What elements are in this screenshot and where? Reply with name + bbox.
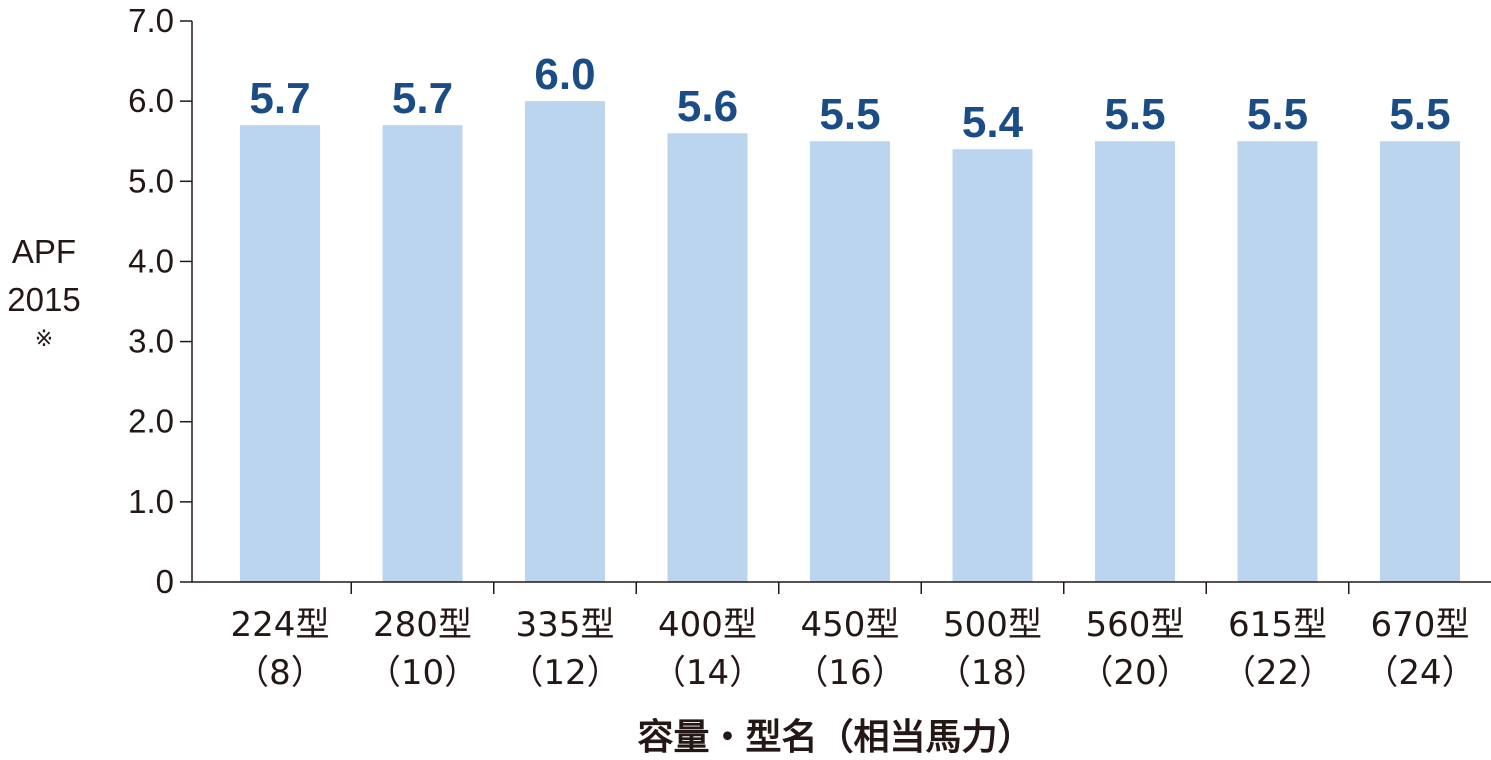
bar [810, 141, 890, 582]
data-label: 5.5 [1389, 90, 1450, 139]
x-tick-label-model: 280型 [373, 605, 472, 645]
y-tick-label: 4.0 [128, 242, 174, 279]
y-tick-label: 1.0 [128, 483, 174, 520]
x-tick-label-model: 400型 [658, 605, 757, 645]
bar [240, 125, 320, 582]
bars-group [240, 101, 1460, 583]
bar [525, 101, 605, 583]
y-axis: 0 1.0 2.0 3.0 4.0 5.0 6.0 7.0 [128, 2, 193, 600]
x-tick-label-model: 560型 [1086, 605, 1185, 645]
y-axis-label-line-1: APF [11, 233, 77, 270]
x-tick-label-horsepower: （12） [509, 653, 620, 693]
category-labels-group: 224型 （8） 280型 （10） 335型 （12） 400型 （14） 450型 （16） 5… [231, 605, 1476, 693]
data-label: 6.0 [534, 50, 595, 99]
x-tick-label-model: 500型 [943, 605, 1042, 645]
x-tick-label-horsepower: （10） [367, 653, 478, 693]
data-label: 5.6 [677, 82, 738, 131]
y-tick-label: 6.0 [128, 82, 174, 119]
data-label: 5.5 [1104, 90, 1165, 139]
x-tick-label-horsepower: （8） [235, 653, 325, 693]
data-label: 5.7 [392, 74, 453, 123]
x-axis-label: 容量・型名（相当馬力） [637, 717, 1034, 758]
y-axis-label: APF 2015 ※ [0, 228, 88, 354]
y-axis-label-note-mark: ※ [34, 326, 54, 351]
bar [382, 125, 463, 582]
bar [952, 149, 1033, 582]
x-tick-label-horsepower: （20） [1079, 653, 1190, 693]
y-tick-label: 7.0 [128, 2, 174, 39]
x-tick-label-model: 224型 [231, 605, 330, 645]
y-axis-label-line-2: 2015 [7, 281, 81, 318]
bar [1380, 141, 1460, 582]
bar [1237, 141, 1318, 582]
x-tick-label-horsepower: （16） [794, 653, 905, 693]
x-tick-label-model: 670型 [1371, 605, 1470, 645]
x-tick-label-model: 335型 [516, 605, 615, 645]
x-axis [192, 581, 1491, 594]
y-tick-label: 0 [156, 563, 174, 600]
data-label: 5.5 [1247, 90, 1308, 139]
x-tick-label-horsepower: （18） [937, 653, 1048, 693]
bar [1095, 141, 1175, 582]
x-tick-label-model: 615型 [1228, 605, 1327, 645]
data-labels-group: 5.7 5.7 6.0 5.6 5.5 5.4 5.5 5.5 5.5 [249, 50, 1450, 147]
data-label: 5.5 [819, 90, 880, 139]
x-tick-label-horsepower: （14） [652, 653, 763, 693]
x-tick-label-model: 450型 [801, 605, 900, 645]
x-tick-label-horsepower: （22） [1222, 653, 1333, 693]
y-tick-label: 3.0 [128, 323, 174, 360]
x-tick-label-horsepower: （24） [1364, 653, 1475, 693]
y-tick-label: 5.0 [128, 162, 174, 199]
bar [667, 133, 748, 582]
y-tick-label: 2.0 [128, 403, 174, 440]
data-label: 5.4 [962, 98, 1024, 147]
data-label: 5.7 [249, 74, 310, 123]
